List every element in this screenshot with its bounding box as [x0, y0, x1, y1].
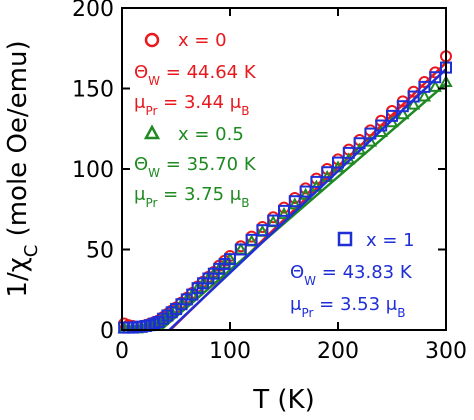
data-point [245, 233, 258, 246]
data-point [288, 197, 302, 210]
data-point [299, 185, 312, 198]
y-axis-label-main: 1/χ [3, 257, 33, 297]
data-point [364, 124, 377, 137]
mu-blue-sub: Pr [301, 306, 313, 320]
x-tick-label: 100 [209, 339, 251, 364]
data-point [298, 187, 313, 200]
mu-blue: μPr = 3.53 μB [290, 294, 405, 320]
data-point [418, 80, 431, 93]
mu-blue-unit-sub: B [397, 306, 405, 320]
annotation-blue: x = 1 ΘW = 43.83 K μPr = 3.53 μB [290, 230, 415, 320]
mu-blue-val: = 3.53 μ [313, 294, 397, 315]
x-axis-label: T (K) [252, 385, 314, 415]
mu-red-unit-sub: B [241, 104, 249, 118]
y-tick-label: 200 [72, 0, 114, 22]
theta-green-sym: Θ [134, 154, 148, 175]
theta-blue: ΘW = 43.83 K [290, 262, 413, 288]
x-tick-label: 200 [317, 339, 359, 364]
tick-layer: 0 100 200 300 0 50 100 150 200 [72, 0, 467, 364]
annotation-red: x = 0 ΘW = 44.64 K μPr = 3.44 μB [134, 30, 257, 118]
data-point [428, 79, 442, 92]
data-point [277, 207, 291, 220]
theta-red-val: = 44.64 K [160, 62, 257, 83]
mu-green-sub: Pr [145, 196, 157, 210]
theta-green-sub: W [148, 166, 160, 180]
legend-marker-triangle [143, 124, 161, 140]
data-point [288, 195, 301, 208]
theta-red-sym: Θ [134, 62, 148, 83]
theta-green: ΘW = 35.70 K [134, 154, 257, 180]
y-axis-label-tail: (mole Oe/emu) [3, 40, 33, 244]
data-point [407, 90, 420, 103]
mu-blue-sym: μ [290, 294, 302, 315]
mu-green-sym: μ [134, 184, 146, 205]
data-point [321, 166, 334, 179]
data-point [278, 204, 290, 217]
theta-blue-sub: W [304, 274, 316, 288]
mu-red-sub: Pr [145, 104, 157, 118]
y-tick-label: 0 [100, 319, 114, 344]
theta-green-val: = 35.70 K [160, 154, 257, 175]
data-point [375, 119, 388, 132]
x-tick-label: 300 [425, 339, 467, 364]
theta-blue-val: = 43.83 K [316, 262, 413, 283]
data-point [417, 89, 432, 102]
y-tick-label: 150 [72, 78, 114, 103]
data-point [353, 137, 366, 150]
data-point [224, 253, 236, 266]
y-axis-label-sub: C [21, 245, 42, 258]
annotation-green: x = 0.5 ΘW = 35.70 K μPr = 3.75 μB [134, 124, 257, 210]
data-point [234, 243, 247, 256]
series-layer [117, 50, 453, 334]
y-axis-label: 1/χC (mole Oe/emu) [3, 40, 42, 297]
legend-marker-circle [144, 32, 160, 48]
theta-red-sub: W [148, 74, 160, 88]
y-tick-label: 50 [86, 239, 114, 264]
data-point [429, 71, 442, 84]
mu-green-val: = 3.75 μ [157, 184, 241, 205]
data-point [342, 146, 355, 159]
data-point [396, 100, 409, 113]
legend-label-green: x = 0.5 [178, 124, 244, 145]
x-tick-label: 0 [115, 339, 129, 364]
mu-red-sym: μ [134, 92, 146, 113]
legend-marker-square [337, 231, 353, 247]
theta-red: ΘW = 44.64 K [134, 62, 257, 88]
y-tick-label: 100 [72, 158, 114, 183]
data-point [256, 224, 269, 237]
series-square [118, 61, 452, 334]
legend-label-red: x = 0 [178, 30, 227, 51]
mu-green-unit-sub: B [241, 196, 249, 210]
data-point [267, 214, 280, 227]
theta-blue-sym: Θ [290, 262, 304, 283]
data-point [364, 127, 377, 140]
mu-green: μPr = 3.75 μB [134, 184, 249, 210]
mu-red: μPr = 3.44 μB [134, 92, 249, 118]
data-point [386, 109, 398, 122]
data-point [406, 97, 421, 110]
data-point [310, 175, 323, 188]
fit-line [168, 68, 447, 331]
legend-label-blue: x = 1 [366, 230, 415, 251]
mu-red-val: = 3.44 μ [157, 92, 241, 113]
data-point [332, 156, 344, 169]
